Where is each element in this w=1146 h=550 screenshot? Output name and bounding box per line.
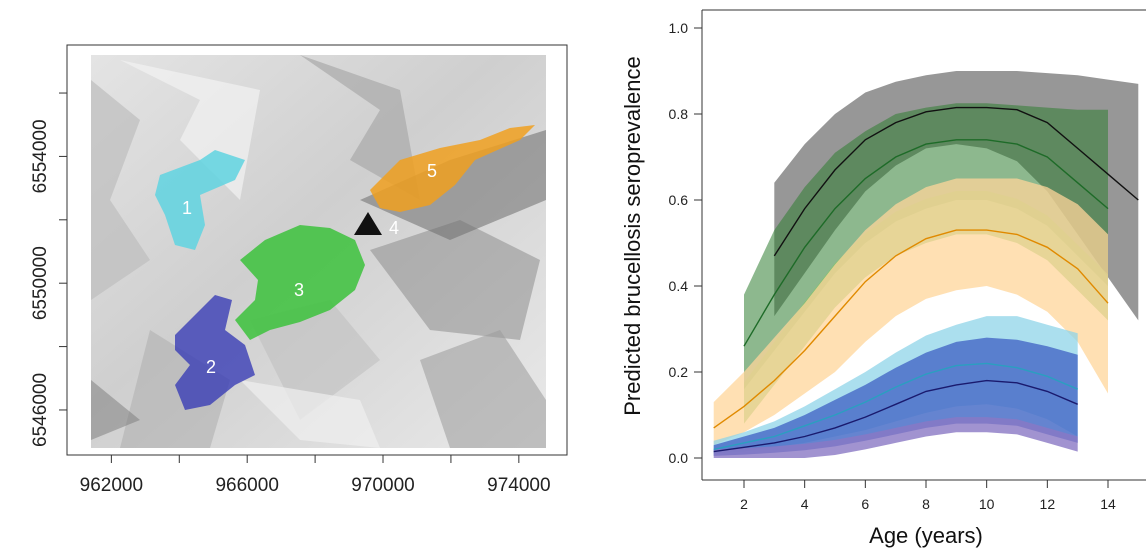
map-x-tick-label: 974000	[487, 475, 550, 496]
confidence-band-purple	[713, 417, 1078, 458]
chart-x-tick-label: 8	[922, 496, 930, 512]
hillshade-relief	[91, 55, 546, 448]
seroprevalence-chart: 2 4 6 8 10 12 14 0.0 0.2 0.4 0.6 0.8 1.0 Age (years…	[620, 9, 1146, 548]
x-axis-title: Age (years)	[869, 523, 983, 548]
zone-1-label: 1	[182, 198, 192, 218]
zone-5-orange	[370, 125, 535, 212]
chart-x-tick-label: 6	[861, 496, 869, 512]
peak-triangle-marker	[354, 212, 382, 235]
zone-3-label: 3	[294, 280, 304, 300]
chart-x-tick-label: 10	[979, 496, 995, 512]
map-y-tick-label: 6554000	[30, 119, 51, 193]
chart-y-tick-label: 0.2	[669, 364, 689, 380]
series-line-0	[773, 106, 1139, 257]
map-y-axis: 6546000 6550000 6554000	[30, 92, 67, 447]
series-line-4	[713, 379, 1078, 453]
chart-y-tick-label: 1.0	[669, 20, 689, 36]
chart-y-axis: 0.0 0.2 0.4 0.6 0.8 1.0	[669, 20, 702, 466]
chart-x-tick-label: 12	[1040, 496, 1056, 512]
confidence-bands	[713, 71, 1139, 458]
zone-5-label: 5	[427, 161, 437, 181]
series-line-2	[713, 229, 1109, 429]
chart-axes	[701, 9, 1146, 481]
map-y-tick-label: 6546000	[30, 373, 51, 447]
series-lines	[713, 106, 1139, 453]
confidence-band-1	[744, 103, 1108, 390]
map-frame	[66, 44, 568, 456]
zone-2-blue	[175, 295, 255, 410]
series-line-3	[713, 362, 1078, 451]
confidence-band-2	[713, 178, 1108, 446]
map-y-tick-label: 6550000	[30, 246, 51, 320]
map-x-tick-label: 970000	[351, 475, 414, 496]
chart-x-tick-label: 2	[740, 496, 748, 512]
map-x-axis: 962000 966000 970000 974000	[80, 455, 551, 496]
y-axis-title: Predicted brucellosis seroprevalence	[620, 56, 645, 416]
chart-y-tick-label: 0.6	[669, 192, 689, 208]
chart-y-tick-label: 0.0	[669, 450, 689, 466]
chart-x-tick-label: 4	[801, 496, 809, 512]
zone-3-green	[235, 225, 365, 340]
map-panel: 1 2 3 4 5 962000 966000 970000 974000 65460…	[30, 44, 568, 496]
zone-4-label: 4	[389, 218, 399, 238]
map-x-tick-label: 966000	[215, 475, 278, 496]
zone-2-label: 2	[206, 357, 216, 377]
chart-x-axis: 2 4 6 8 10 12 14	[740, 480, 1116, 512]
series-line-1	[743, 139, 1109, 347]
chart-y-tick-label: 0.8	[669, 106, 689, 122]
chart-x-tick-label: 14	[1100, 496, 1116, 512]
chart-y-tick-label: 0.4	[669, 278, 689, 294]
map-x-tick-label: 962000	[80, 475, 143, 496]
zone-1-cyan	[155, 150, 245, 250]
